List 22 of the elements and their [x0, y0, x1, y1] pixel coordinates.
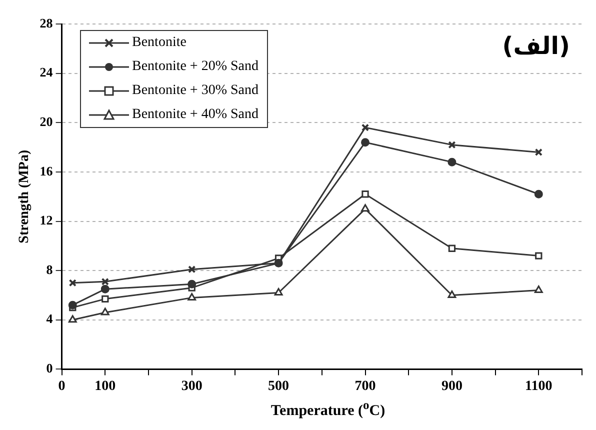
x-tick-label: 100	[94, 379, 116, 394]
y-axis-title: Strength (MPa)	[17, 150, 32, 244]
x-tick-label: 300	[181, 379, 202, 394]
legend-label: Bentonite	[132, 35, 186, 51]
y-tick-label: 0	[46, 360, 53, 376]
y-tick-label: 24	[40, 64, 54, 80]
x-tick-label: 900	[441, 379, 462, 394]
legend-label: Bentonite + 40% Sand	[132, 107, 258, 123]
x-tick-label: 1100	[525, 379, 552, 394]
x-tick-label: 700	[354, 379, 376, 394]
x-axis-title: Temperature ($^{o}$C)	[270, 398, 386, 420]
annotation: (الف)	[502, 32, 570, 60]
y-tick-label: 4	[46, 311, 54, 326]
legend-label: Bentonite + 20% Sand	[132, 59, 258, 75]
x-tick-label: 0	[58, 379, 66, 394]
y-tick-label: 8	[46, 262, 54, 277]
y-tick-label: 16	[40, 163, 54, 178]
legend-label: Bentonite + 30% Sand	[132, 83, 258, 99]
y-tick-label: 20	[40, 114, 53, 129]
x-tick-label: 500	[268, 379, 290, 394]
y-tick-label: 28	[40, 15, 54, 30]
y-tick-label: 12	[40, 212, 53, 228]
